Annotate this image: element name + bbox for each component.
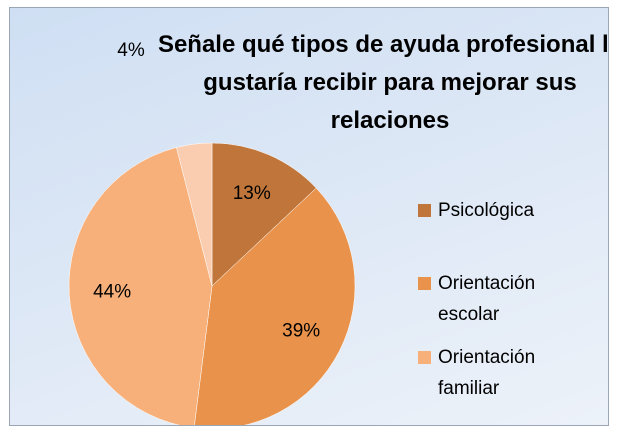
data-label: 4% [117, 40, 145, 61]
legend-item: Psicológica [418, 195, 588, 226]
pie-slice [68, 147, 213, 425]
legend-swatch [418, 351, 431, 364]
legend-swatch [418, 277, 431, 290]
data-label: 13% [233, 183, 271, 204]
legend-item: Orientación escolar [418, 268, 588, 330]
chart-title: Señale qué tipos de ayuda profesional le… [157, 31, 609, 134]
legend-label: Psicológica [438, 200, 535, 221]
legend-label: Orientación escolar [438, 273, 536, 325]
plot: 13% 39% 44% 4% [68, 40, 356, 425]
data-label: 39% [282, 320, 320, 341]
data-label: 44% [93, 281, 131, 302]
pie-slice [194, 187, 356, 425]
chart: Señale qué tipos de ayuda profesional le… [9, 7, 609, 426]
legend-label: Orientación familiar [438, 347, 536, 399]
legend-item: Orientación familiar [418, 342, 588, 404]
pie-slice [211, 142, 317, 287]
pie-slice [176, 142, 213, 287]
legend-swatch [418, 204, 431, 217]
